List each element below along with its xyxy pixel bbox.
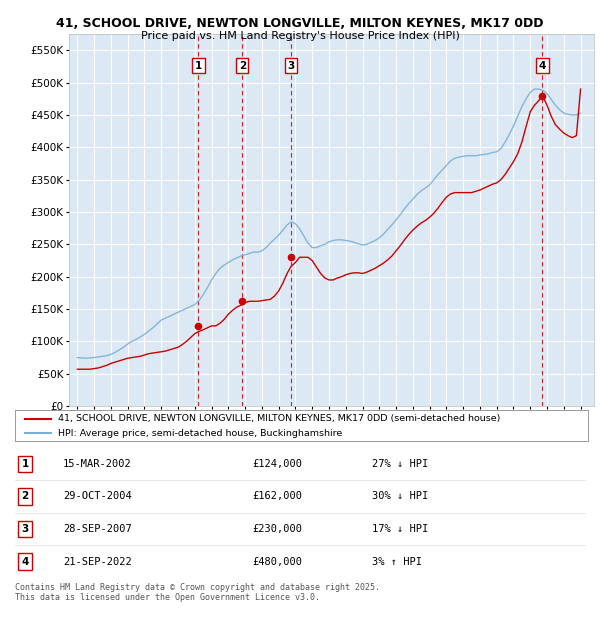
Text: 2: 2	[22, 492, 29, 502]
Text: Price paid vs. HM Land Registry's House Price Index (HPI): Price paid vs. HM Land Registry's House …	[140, 31, 460, 41]
Text: 4: 4	[22, 557, 29, 567]
Text: 29-OCT-2004: 29-OCT-2004	[63, 492, 132, 502]
Text: 15-MAR-2002: 15-MAR-2002	[63, 459, 132, 469]
Text: 17% ↓ HPI: 17% ↓ HPI	[372, 524, 428, 534]
Text: Contains HM Land Registry data © Crown copyright and database right 2025.
This d: Contains HM Land Registry data © Crown c…	[15, 583, 380, 602]
Text: £480,000: £480,000	[252, 557, 302, 567]
Text: 21-SEP-2022: 21-SEP-2022	[63, 557, 132, 567]
Text: 41, SCHOOL DRIVE, NEWTON LONGVILLE, MILTON KEYNES, MK17 0DD: 41, SCHOOL DRIVE, NEWTON LONGVILLE, MILT…	[56, 17, 544, 30]
Text: £162,000: £162,000	[252, 492, 302, 502]
Text: £124,000: £124,000	[252, 459, 302, 469]
Text: 3: 3	[287, 61, 295, 71]
Text: 30% ↓ HPI: 30% ↓ HPI	[372, 492, 428, 502]
Text: 28-SEP-2007: 28-SEP-2007	[63, 524, 132, 534]
Text: 3: 3	[22, 524, 29, 534]
Text: 27% ↓ HPI: 27% ↓ HPI	[372, 459, 428, 469]
Text: £230,000: £230,000	[252, 524, 302, 534]
Text: 3% ↑ HPI: 3% ↑ HPI	[372, 557, 422, 567]
Text: HPI: Average price, semi-detached house, Buckinghamshire: HPI: Average price, semi-detached house,…	[58, 428, 342, 438]
Text: 2: 2	[239, 61, 246, 71]
Text: 1: 1	[22, 459, 29, 469]
Text: 1: 1	[194, 61, 202, 71]
Text: 41, SCHOOL DRIVE, NEWTON LONGVILLE, MILTON KEYNES, MK17 0DD (semi-detached house: 41, SCHOOL DRIVE, NEWTON LONGVILLE, MILT…	[58, 414, 500, 423]
Text: 4: 4	[539, 61, 546, 71]
